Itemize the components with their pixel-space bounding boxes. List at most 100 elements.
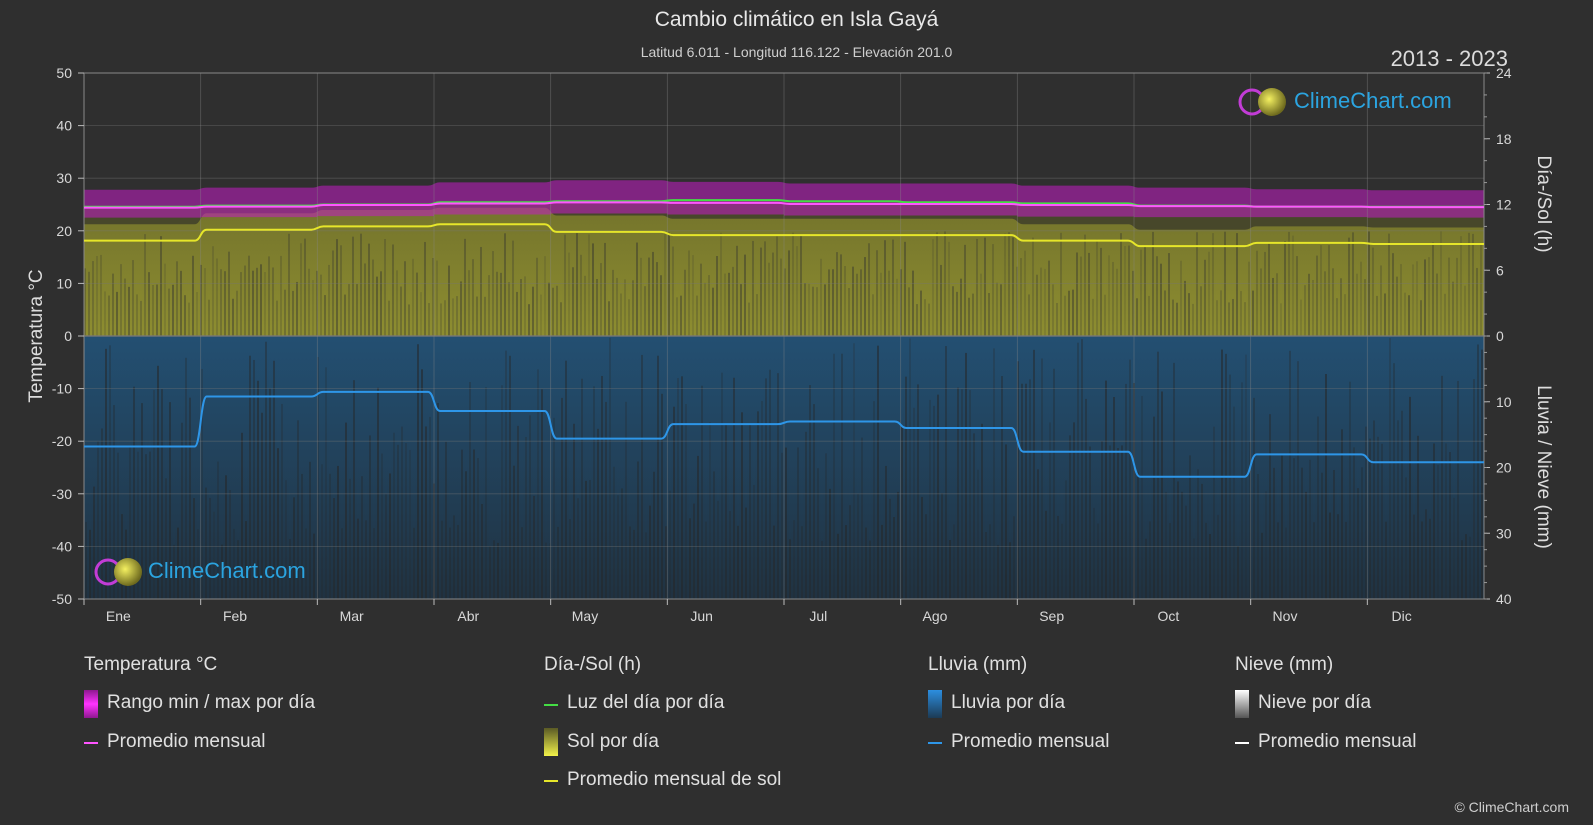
sun-daily-stripe — [980, 273, 982, 336]
rain-daily-stripe — [177, 527, 179, 599]
sun-daily-stripe — [1016, 266, 1018, 336]
sun-daily-stripe — [808, 283, 810, 336]
rain-daily-stripe — [353, 380, 355, 599]
rain-daily-stripe — [741, 412, 743, 599]
sun-daily-stripe — [648, 257, 650, 336]
sun-daily-stripe — [1180, 260, 1182, 336]
sun-daily-stripe — [1196, 232, 1198, 336]
y-right-bottom-tick-label: 20 — [1496, 460, 1512, 476]
rain-daily-stripe — [229, 490, 231, 599]
rain-daily-stripe — [289, 538, 291, 599]
rain-daily-stripe — [265, 341, 267, 599]
sun-daily-stripe — [356, 284, 358, 336]
rain-daily-stripe — [109, 345, 111, 599]
rain-daily-stripe — [313, 533, 315, 599]
sun-daily-stripe — [152, 284, 154, 336]
rain-daily-stripe — [101, 428, 103, 599]
y-right-bottom-tick-label: 10 — [1496, 394, 1512, 410]
sun-daily-stripe — [552, 287, 554, 336]
rain-daily-stripe — [509, 355, 511, 599]
rain-daily-stripe — [721, 372, 723, 599]
sun-daily-stripe — [1088, 252, 1090, 336]
rain-daily-stripe — [1093, 507, 1095, 599]
sun-daily-stripe — [952, 286, 954, 336]
rain-daily-stripe — [501, 385, 503, 599]
rain-daily-stripe — [1429, 518, 1431, 599]
rain-daily-stripe — [273, 360, 275, 599]
sun-daily-stripe — [300, 243, 302, 336]
sun-daily-stripe — [96, 256, 98, 336]
sun-daily-stripe — [168, 288, 170, 336]
sun-daily-stripe — [440, 303, 442, 336]
sun-daily-stripe — [228, 251, 230, 336]
rain-daily-stripe — [1333, 470, 1335, 599]
sun-daily-stripe — [480, 246, 482, 336]
rain-daily-stripe — [301, 473, 303, 599]
rain-daily-stripe — [137, 451, 139, 599]
sun-daily-stripe — [108, 295, 110, 336]
sun-daily-stripe — [328, 264, 330, 336]
sun-daily-stripe — [752, 240, 754, 336]
rain-daily-stripe — [1469, 536, 1471, 599]
sun-daily-stripe — [1108, 255, 1110, 336]
rain-daily-stripe — [561, 397, 563, 599]
rain-daily-stripe — [765, 378, 767, 599]
sun-daily-stripe — [140, 300, 142, 336]
rain-daily-stripe — [593, 386, 595, 599]
rain-daily-stripe — [277, 448, 279, 599]
rain-daily-stripe — [381, 453, 383, 599]
rain-daily-stripe — [649, 505, 651, 599]
rain-daily-stripe — [117, 452, 119, 599]
sun-daily-stripe — [1352, 232, 1354, 336]
sun-daily-stripe — [272, 267, 274, 336]
rain-daily-stripe — [105, 348, 107, 599]
sun-daily-stripe — [340, 245, 342, 336]
sun-daily-stripe — [744, 254, 746, 336]
rain-daily-stripe — [629, 526, 631, 599]
rain-daily-stripe — [1193, 538, 1195, 599]
sun-daily-stripe — [908, 287, 910, 336]
sun-daily-stripe — [816, 287, 818, 336]
rain-daily-stripe — [901, 426, 903, 599]
sun-daily-stripe — [672, 246, 674, 336]
rain-daily-stripe — [1329, 512, 1331, 599]
sun-daily-stripe — [844, 266, 846, 336]
y-left-axis-label: Temperatura °C — [26, 269, 47, 402]
sun-daily-stripe — [780, 258, 782, 336]
rain-daily-stripe — [873, 401, 875, 599]
sun-daily-stripe — [632, 280, 634, 336]
sun-daily-stripe — [620, 293, 622, 336]
rain-daily-stripe — [497, 542, 499, 599]
sun-daily-stripe — [1104, 294, 1106, 336]
rain-daily-stripe — [993, 348, 995, 599]
sun-daily-stripe — [600, 263, 602, 336]
sun-daily-stripe — [204, 268, 206, 336]
sun-daily-stripe — [1276, 273, 1278, 336]
rain-daily-stripe — [1173, 362, 1175, 599]
rain-daily-stripe — [929, 399, 931, 599]
sun-daily-stripe — [1216, 300, 1218, 336]
rain-daily-stripe — [1357, 488, 1359, 599]
sun-daily-stripe — [904, 241, 906, 336]
sun-daily-stripe — [1372, 247, 1374, 336]
sun-daily-stripe — [664, 232, 666, 336]
rain-daily-stripe — [1377, 436, 1379, 599]
sun-daily-stripe — [1056, 302, 1058, 336]
sun-daily-stripe — [944, 231, 946, 336]
rain-daily-stripe — [145, 454, 147, 599]
rain-daily-stripe — [1257, 474, 1259, 599]
rain-daily-stripe — [853, 343, 855, 599]
rain-daily-stripe — [1465, 534, 1467, 599]
sun-daily-stripe — [604, 242, 606, 336]
sun-daily-stripe — [1308, 273, 1310, 336]
rain-daily-stripe — [817, 468, 819, 599]
rain-daily-stripe — [1097, 523, 1099, 599]
sun-daily-stripe — [740, 284, 742, 336]
swatch-rain — [928, 690, 942, 718]
rain-daily-stripe — [1389, 338, 1391, 599]
rain-daily-stripe — [537, 369, 539, 599]
sun-daily-stripe — [576, 233, 578, 336]
rain-daily-stripe — [693, 503, 695, 599]
rain-daily-stripe — [1273, 467, 1275, 599]
sun-daily-stripe — [1428, 257, 1430, 336]
